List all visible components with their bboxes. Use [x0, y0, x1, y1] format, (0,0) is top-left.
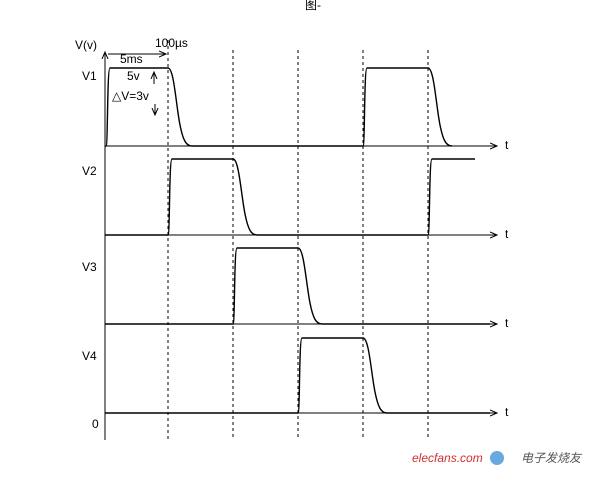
delta-label: △V=3v	[112, 89, 149, 103]
waveform-v4	[105, 337, 490, 414]
guide-lines	[167, 40, 429, 440]
t-label: t	[505, 316, 509, 330]
figure-label: 图-	[305, 0, 321, 12]
waveform-v1	[105, 67, 453, 147]
zero-label: 0	[92, 417, 99, 431]
t-label: t	[505, 227, 509, 241]
watermark-brand: 电子发烧友	[521, 451, 583, 465]
time-axes	[105, 146, 497, 413]
waveform-v3	[105, 247, 490, 325]
signal-label: V1	[82, 69, 97, 83]
signal-label: V4	[82, 349, 97, 363]
period-label: 5ms	[120, 52, 143, 66]
rise-label: 100µs	[155, 36, 188, 50]
signal-label: V2	[82, 164, 97, 178]
signal-label: V3	[82, 260, 97, 274]
watermark-site: elecfans.com	[412, 451, 483, 465]
waveform-v2	[105, 158, 475, 236]
watermark-logo	[490, 451, 504, 465]
amplitude-label: 5v	[127, 69, 140, 83]
t-label: t	[505, 138, 509, 152]
t-label: t	[505, 405, 509, 419]
y-axis-label: V(v)	[75, 38, 97, 52]
